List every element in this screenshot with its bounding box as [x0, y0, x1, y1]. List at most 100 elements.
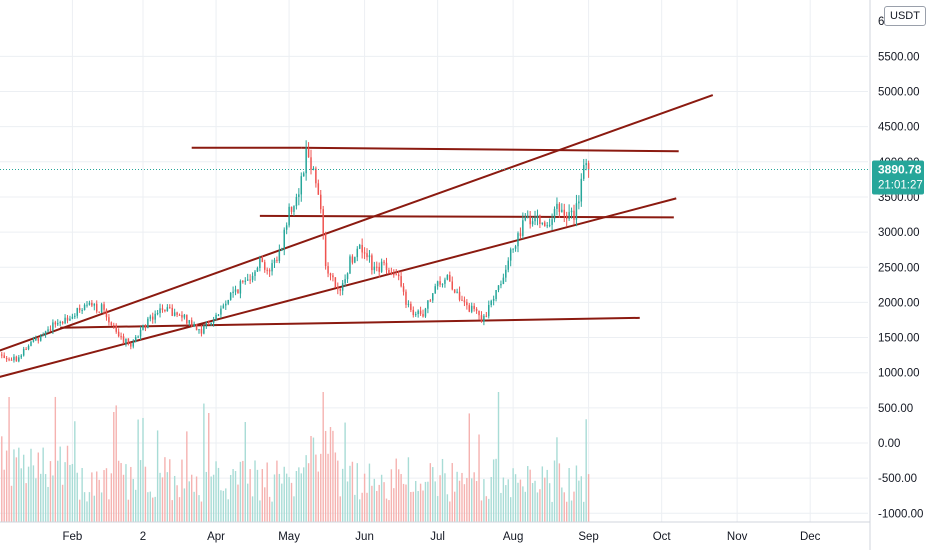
volume-bar [74, 421, 76, 522]
candle-body [444, 279, 446, 284]
candle-body [203, 325, 205, 334]
candle-body [76, 308, 79, 316]
candle-body [407, 303, 410, 305]
candle-body [383, 261, 385, 263]
volume-bar [439, 475, 441, 522]
trendline[interactable] [60, 316, 640, 329]
volume-bar [108, 499, 110, 522]
volume-bar [303, 467, 305, 522]
candle-body [329, 273, 332, 276]
candle-body [237, 289, 239, 294]
volume-bar [278, 473, 281, 522]
candle-body [283, 229, 285, 249]
y-tick-label-partial: 6 [878, 16, 884, 28]
volume-bar [42, 447, 44, 522]
volume-bar [570, 500, 573, 522]
volume-bar [583, 501, 585, 522]
volume-bar [492, 459, 495, 522]
trendline[interactable] [0, 197, 677, 378]
candle-body [44, 331, 47, 335]
candle-body [585, 163, 587, 166]
candle-body [380, 261, 383, 272]
volume-bar [66, 445, 69, 522]
volume-bar [412, 491, 414, 522]
candle-body [556, 203, 558, 209]
volume-bar [407, 457, 410, 522]
volume-bar [264, 487, 266, 522]
volume-bar [451, 463, 453, 522]
volume-bar [366, 492, 368, 522]
volume-bar [587, 474, 590, 522]
volume-bar [110, 473, 113, 522]
volume-bar [327, 453, 329, 522]
volume-bar [539, 489, 541, 522]
candle-body [151, 316, 154, 320]
candle-body [110, 322, 113, 326]
x-tick-label: Oct [653, 531, 672, 543]
volume-bar [429, 463, 432, 522]
volume-bar [242, 460, 244, 522]
volume-bar [10, 485, 13, 522]
trendlines[interactable] [0, 94, 714, 378]
candle-body [307, 148, 310, 158]
candle-body [176, 312, 178, 315]
volume-bar [312, 437, 315, 522]
candle-body [10, 359, 13, 361]
candle-body [478, 310, 480, 316]
candle-body [1, 354, 3, 356]
volume-bar [88, 492, 91, 522]
trendline[interactable] [301, 146, 679, 153]
candle-body [575, 203, 578, 220]
trendline[interactable] [0, 94, 714, 352]
volume-bar [212, 474, 215, 522]
y-tick-label: 1500.00 [878, 333, 920, 345]
volume-bar [393, 488, 395, 522]
volume-bar [57, 460, 59, 522]
volume-bar [346, 481, 349, 522]
candle-body [397, 274, 400, 277]
volume-bar [546, 469, 548, 522]
volume-bar [461, 472, 463, 522]
candle-body [485, 315, 488, 317]
volume-bar [5, 450, 8, 522]
candle-body [490, 300, 492, 306]
trendline[interactable] [259, 214, 674, 219]
candle-body [310, 157, 312, 170]
volume-bar [203, 403, 205, 522]
volume-bar [44, 474, 47, 522]
chart-grid [0, 0, 868, 522]
candle-body [249, 279, 251, 281]
currency-badge[interactable]: USDT [884, 6, 926, 26]
volume-bar [468, 413, 470, 522]
candle-body [205, 323, 208, 326]
time-axis[interactable]: Feb 2 Apr May Jun Jul Aug Sep Oct Nov Dec [0, 521, 870, 543]
candle-body [341, 283, 344, 291]
candle-body [93, 303, 96, 306]
candle-body [410, 303, 412, 310]
candle-body [195, 323, 198, 331]
candle-body [512, 248, 514, 250]
x-tick-label: Jun [355, 531, 374, 543]
y-tick-label: 2500.00 [878, 262, 920, 274]
x-tick-label: Sep [578, 531, 598, 543]
price-axis-background[interactable] [871, 0, 932, 550]
volume-bar [76, 472, 78, 522]
volume-bar [8, 397, 10, 522]
candle-body [349, 256, 351, 274]
volume-bar [83, 492, 86, 522]
volume-bar [478, 434, 480, 522]
volume-bar [558, 463, 561, 522]
candle-body [449, 274, 451, 282]
volume-bar [283, 466, 285, 522]
volume-bar [298, 467, 300, 522]
volume-bar [193, 491, 195, 522]
candle-body [273, 259, 276, 264]
candle-body [514, 246, 517, 249]
volume-bar [1, 436, 3, 522]
candle-body [64, 317, 66, 324]
volume-bar [239, 461, 242, 522]
candle-body [570, 210, 573, 213]
volume-bar [359, 499, 361, 522]
volume-bar [502, 477, 505, 522]
